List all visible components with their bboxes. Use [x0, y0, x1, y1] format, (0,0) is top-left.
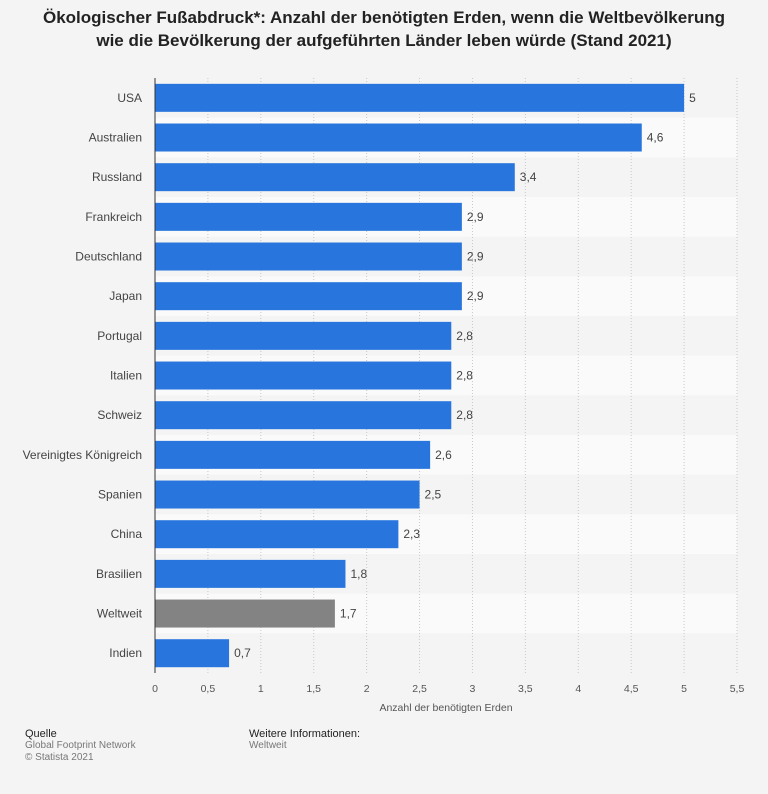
value-label: 4,6 — [647, 131, 664, 145]
chart-title-line-2: wie die Bevölkerung der aufgeführten Län… — [96, 31, 672, 50]
x-tick-label: 2,5 — [412, 683, 427, 695]
source-name[interactable]: Global Footprint Network — [25, 740, 136, 751]
info-block: Weitere Informationen: Weltweit — [249, 728, 360, 752]
bar — [155, 282, 462, 311]
info-value: Weltweit — [249, 740, 287, 751]
bar — [155, 520, 399, 549]
value-label: 2,6 — [435, 448, 452, 462]
value-label: 2,3 — [403, 527, 420, 541]
info-heading: Weitere Informationen: — [249, 728, 361, 740]
bar — [155, 559, 346, 588]
bar — [155, 321, 452, 350]
value-label: 2,8 — [456, 329, 473, 343]
value-label: 2,8 — [456, 408, 473, 422]
copyright: © Statista 2021 — [25, 752, 94, 763]
category-label: Weltweit — [97, 607, 143, 621]
value-label: 2,9 — [467, 250, 484, 264]
source-heading: Quelle — [25, 728, 57, 740]
bar — [155, 361, 452, 390]
x-tick-label: 4 — [575, 683, 581, 695]
x-tick-label: 3,5 — [518, 683, 533, 695]
x-tick-label: 4,5 — [624, 683, 639, 695]
bar — [155, 242, 462, 271]
value-label: 2,5 — [425, 488, 442, 502]
value-label: 2,9 — [467, 210, 484, 224]
chart-title: Ökologischer Fußabdruck*: Anzahl der ben… — [0, 6, 768, 52]
x-tick-label: 2 — [364, 683, 370, 695]
category-label: USA — [117, 91, 142, 105]
category-label: Deutschland — [75, 250, 142, 264]
bar — [155, 123, 642, 152]
x-tick-label: 3 — [470, 683, 476, 695]
category-label: Australien — [89, 131, 142, 145]
bar — [155, 440, 431, 469]
x-tick-label: 0,5 — [201, 683, 216, 695]
x-tick-label: 5 — [681, 683, 687, 695]
value-label: 3,4 — [520, 170, 537, 184]
category-label: Italien — [110, 369, 142, 383]
chart-title-line-1: Ökologischer Fußabdruck*: Anzahl der ben… — [43, 8, 725, 27]
value-label: 1,8 — [350, 567, 367, 581]
bar — [155, 163, 515, 192]
x-tick-label: 1,5 — [306, 683, 321, 695]
source-block: Quelle Global Footprint Network © Statis… — [25, 728, 136, 764]
category-label: Indien — [109, 646, 142, 660]
category-label: Japan — [109, 289, 142, 303]
category-label: Vereinigtes Königreich — [23, 448, 142, 462]
x-tick-label: 0 — [152, 683, 158, 695]
value-label: 5 — [689, 91, 696, 105]
x-tick-label: 1 — [258, 683, 264, 695]
category-label: Brasilien — [96, 567, 142, 581]
bar — [155, 639, 230, 668]
value-label: 1,7 — [340, 607, 357, 621]
bar — [155, 83, 685, 112]
value-label: 2,9 — [467, 289, 484, 303]
x-axis-title: Anzahl der benötigten Erden — [379, 702, 512, 714]
category-label: Portugal — [97, 329, 142, 343]
category-label: Frankreich — [85, 210, 142, 224]
x-tick-label: 5,5 — [730, 683, 745, 695]
bar — [155, 480, 420, 509]
bar — [155, 401, 452, 430]
bar — [155, 202, 462, 231]
category-label: Schweiz — [97, 408, 142, 422]
category-label: Russland — [92, 170, 142, 184]
category-label: Spanien — [98, 488, 142, 502]
row-band — [155, 633, 737, 674]
category-label: China — [111, 527, 143, 541]
bar — [155, 599, 335, 628]
value-label: 2,8 — [456, 369, 473, 383]
value-label: 0,7 — [234, 646, 251, 660]
bar-chart: USA 5 Australien 4,6 Russland 3,4 Frankreich 2,… — [23, 78, 745, 714]
